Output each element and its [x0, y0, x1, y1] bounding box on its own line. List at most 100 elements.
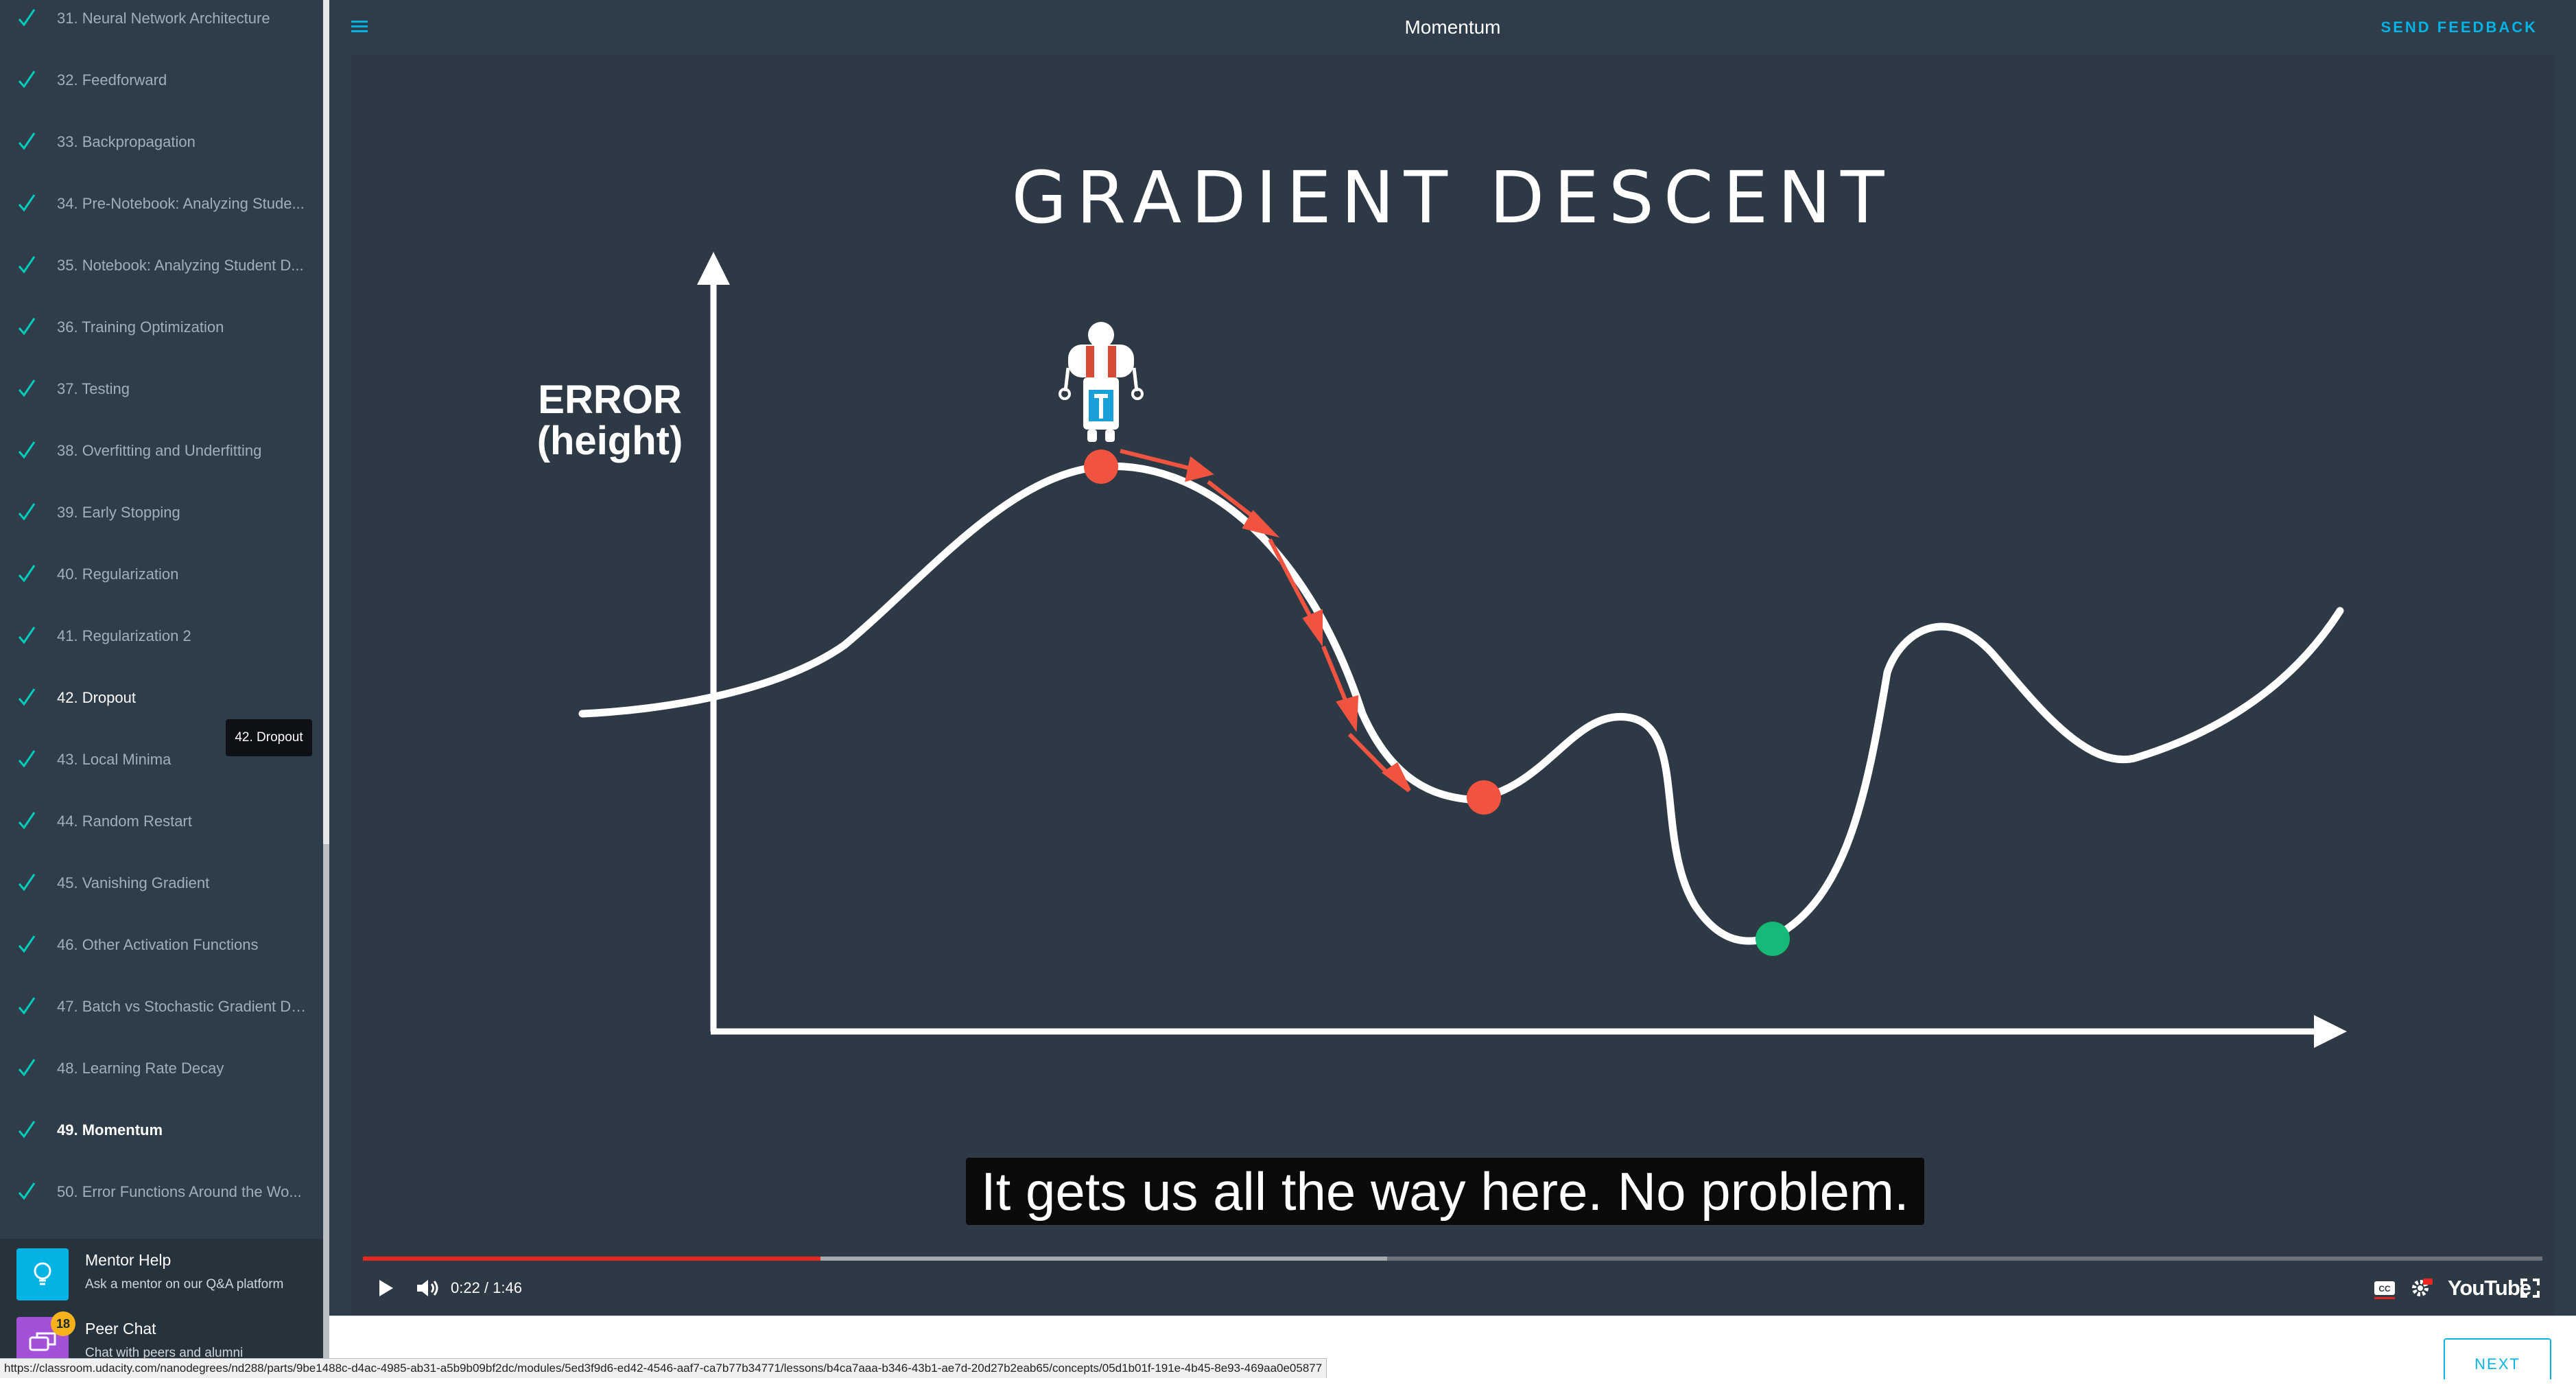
x-axis-arrowhead [2314, 1015, 2347, 1048]
checkmark-icon [16, 808, 37, 833]
peer-chat-subtitle: Chat with peers and alumni [85, 1346, 244, 1360]
video-surface[interactable]: GRADIENT DESCENT ERROR (height) [351, 55, 2555, 1316]
sidebar-item-label: 48. Learning Rate Decay [57, 1060, 224, 1077]
sidebar-item-label: 33. Backpropagation [57, 133, 196, 150]
checkmark-icon [16, 314, 37, 339]
video-time: 0:22 / 1:46 [451, 1279, 522, 1296]
y-axis-label-error: ERROR [538, 377, 681, 422]
sidebar-item-label: 46. Other Activation Functions [57, 936, 259, 953]
volume-icon[interactable] [416, 1268, 440, 1309]
checkmark-icon [16, 685, 37, 710]
sidebar-item-label: 38. Overfitting and Underfitting [57, 442, 262, 459]
sidebar-item-lesson[interactable]: 43. Local Minima [0, 729, 323, 791]
sidebar-item-lesson[interactable]: 50. Error Functions Around the Wo... [0, 1161, 323, 1223]
closed-captions-icon[interactable]: CC [2373, 1268, 2396, 1309]
checkmark-icon [16, 994, 37, 1018]
sidebar-item-label: 40. Regularization [57, 565, 179, 583]
status-bar-url: https://classroom.udacity.com/nanodegree… [0, 1358, 1327, 1378]
checkmark-icon [16, 191, 37, 215]
checkmark-icon [16, 129, 37, 154]
video-caption: It gets us all the way here. No problem. [966, 1158, 1924, 1225]
descent-arrows [1120, 449, 1411, 793]
sidebar-scrollbar-track[interactable] [323, 0, 329, 1377]
checkmark-icon [16, 1179, 37, 1204]
local-minimum-marker [1467, 780, 1501, 815]
checkmark-icon [16, 376, 37, 401]
checkmark-icon [16, 67, 37, 92]
sidebar-item-lesson[interactable]: 44. Random Restart [0, 791, 323, 852]
top-bar: Momentum SEND FEEDBACK [329, 0, 2576, 55]
lightbulb-icon [16, 1248, 69, 1300]
checkmark-icon [16, 438, 37, 463]
sidebar-item-lesson[interactable]: 45. Vanishing Gradient [0, 852, 323, 914]
video-progress-track[interactable] [363, 1257, 2542, 1261]
next-button[interactable]: NEXT [2444, 1338, 2551, 1379]
checkmark-icon [16, 1117, 37, 1142]
checkmark-icon [16, 747, 37, 771]
robot-icon [1059, 322, 1144, 442]
checkmark-icon [16, 932, 37, 957]
svg-text:CC: CC [2378, 1284, 2391, 1294]
slide-title: GRADIENT DESCENT [1011, 156, 1894, 240]
sidebar-item-lesson[interactable]: 37. Testing [0, 358, 323, 420]
y-axis-arrowhead [697, 252, 730, 285]
sidebar-item-lesson[interactable]: 41. Regularization 2 [0, 605, 323, 667]
page-title: Momentum [1404, 16, 1501, 38]
sidebar-item-label: 36. Training Optimization [57, 318, 224, 336]
checkmark-icon [16, 623, 37, 648]
sidebar-item-lesson[interactable]: 40. Regularization [0, 544, 323, 605]
checkmark-icon [16, 870, 37, 895]
sidebar-item-lesson[interactable]: 33. Backpropagation [0, 111, 323, 173]
start-point-marker [1084, 450, 1118, 484]
sidebar-tooltip: 42. Dropout [226, 719, 312, 756]
sidebar-item-lesson[interactable]: 42. Dropout [0, 667, 323, 729]
sidebar-item-label: 39. Early Stopping [57, 504, 180, 521]
settings-gear-icon[interactable] [2409, 1268, 2433, 1309]
sidebar-item-label: 45. Vanishing Gradient [57, 874, 210, 891]
play-icon[interactable] [377, 1268, 394, 1309]
sidebar-item-lesson[interactable]: 36. Training Optimization [0, 296, 323, 358]
sidebar-item-label: 47. Batch vs Stochastic Gradient De... [57, 998, 311, 1015]
sidebar-item-lesson[interactable]: 34. Pre-Notebook: Analyzing Stude... [0, 173, 323, 235]
send-feedback-link[interactable]: SEND FEEDBACK [2380, 19, 2538, 36]
sidebar-item-lesson[interactable]: 38. Overfitting and Underfitting [0, 420, 323, 482]
fullscreen-icon[interactable] [2520, 1268, 2540, 1309]
checkmark-icon [16, 561, 37, 586]
sidebar-item-lesson[interactable]: 48. Learning Rate Decay [0, 1038, 323, 1099]
help-panel: Mentor Help Ask a mentor on our Q&A plat… [0, 1239, 323, 1377]
sidebar-item-lesson[interactable]: 46. Other Activation Functions [0, 914, 323, 976]
sidebar-item-label: 37. Testing [57, 380, 130, 397]
youtube-logo[interactable]: YouTube [2448, 1276, 2531, 1300]
mentor-help-title: Mentor Help [85, 1251, 172, 1269]
mentor-help-link[interactable]: Mentor Help Ask a mentor on our Q&A plat… [0, 1239, 323, 1305]
mentor-help-subtitle: Ask a mentor on our Q&A platform [85, 1277, 284, 1292]
sidebar-item-label: 35. Notebook: Analyzing Student D... [57, 257, 304, 274]
sidebar-item-label: 32. Feedforward [57, 71, 167, 89]
video-player[interactable]: GRADIENT DESCENT ERROR (height) [329, 55, 2576, 1316]
error-curve [578, 462, 2344, 945]
peer-chat-badge: 18 [51, 1311, 75, 1336]
sidebar-item-label: 41. Regularization 2 [57, 627, 191, 644]
hamburger-menu-icon[interactable] [350, 16, 370, 37]
video-controls: 0:22 / 1:46 CC YouTube [351, 1268, 2555, 1309]
sidebar-item-label: 50. Error Functions Around the Wo... [57, 1183, 302, 1200]
sidebar-scrollbar-thumb[interactable] [323, 844, 329, 1377]
checkmark-icon [16, 253, 37, 277]
sidebar-item-lesson[interactable]: 49. Momentum [0, 1099, 323, 1161]
sidebar-item-lesson[interactable]: 31. Neural Network Architecture [0, 0, 323, 49]
sidebar-item-lesson[interactable]: 39. Early Stopping [0, 482, 323, 544]
sidebar-item-label: 34. Pre-Notebook: Analyzing Stude... [57, 195, 305, 212]
sidebar-item-label: 49. Momentum [57, 1121, 163, 1139]
sidebar-item-lesson[interactable]: 47. Batch vs Stochastic Gradient De... [0, 976, 323, 1038]
gradient-descent-illustration: ERROR (height) [537, 252, 2347, 1048]
lesson-sidebar: 31. Neural Network Architecture 32. Feedf… [0, 0, 323, 1377]
checkmark-icon [16, 1055, 37, 1080]
sidebar-item-label: 44. Random Restart [57, 813, 192, 830]
global-minimum-marker [1756, 922, 1790, 956]
sidebar-item-lesson[interactable]: 35. Notebook: Analyzing Student D... [0, 235, 323, 296]
peer-chat-title: Peer Chat [85, 1320, 156, 1338]
y-axis-label-height: (height) [537, 419, 683, 463]
checkmark-icon [16, 500, 37, 524]
video-progress-played [363, 1257, 820, 1261]
sidebar-item-lesson[interactable]: 32. Feedforward [0, 49, 323, 111]
